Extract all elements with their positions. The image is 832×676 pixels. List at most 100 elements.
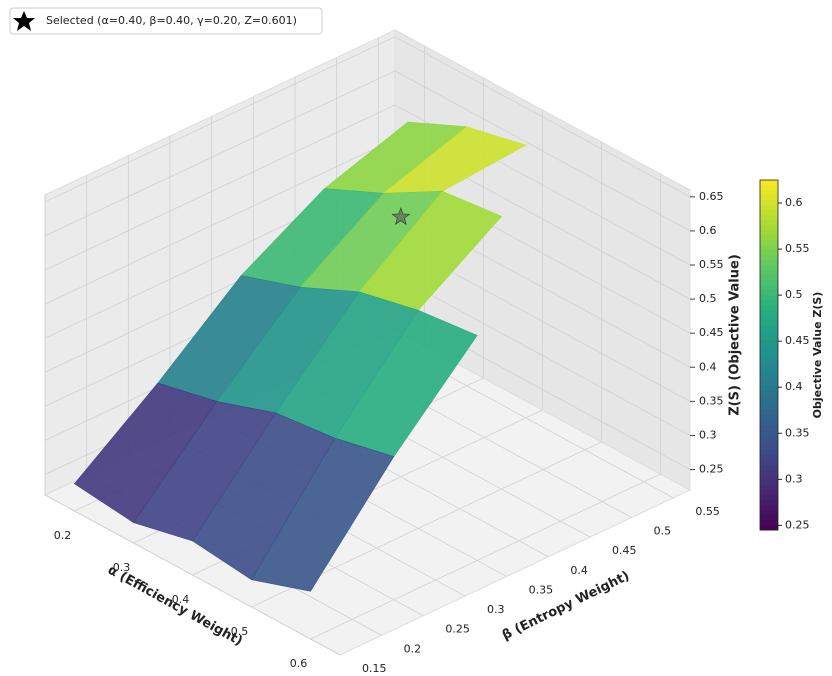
selected-point [391,207,411,225]
x-tick-label: 0.4 [172,593,190,606]
colorbar-segment [760,255,778,261]
colorbar-segment [760,385,778,391]
colorbar-frame [759,179,779,531]
colorbar-segment [760,505,778,511]
y-tick-label: 0.4 [570,564,588,577]
colorbar-segment [760,280,778,286]
z-axis-label: Z(S) (Objective Value) [728,254,743,416]
y-tick-label: 0.55 [695,505,720,518]
colorbar-segment [760,340,778,346]
colorbar-segment [760,410,778,416]
y-tick-label: 0.5 [654,525,672,538]
y-tick-label: 0.35 [529,583,554,596]
colorbar-segment [760,370,778,376]
colorbar-segment [760,480,778,486]
z-tick-label: 0.5 [699,292,717,305]
y-tick-label: 0.2 [404,642,422,655]
grid-line [44,70,396,237]
colorbar-tick-label: 0.6 [785,196,803,209]
colorbar-segment [760,215,778,221]
colorbar-segment [760,270,778,276]
colorbar-segment [760,515,778,521]
colorbar-segment [760,350,778,356]
colorbar-segment [760,355,778,361]
colorbar-segment [760,390,778,396]
colorbar-segment [760,405,778,411]
colorbar-segment [760,360,778,366]
colorbar-segment [760,400,778,406]
colorbar-segment [760,275,778,281]
colorbar-segment [760,300,778,306]
colorbar-segment [760,310,778,316]
colorbar-segment [760,455,778,461]
colorbar-segment [760,430,778,436]
colorbar-segment [760,330,778,336]
colorbar-segment [760,210,778,216]
colorbar-segment [760,235,778,241]
colorbar-segment [760,200,778,206]
colorbar-segment [760,195,778,201]
colorbar-segment [760,445,778,451]
colorbar-segment [760,485,778,491]
z-tick-label: 0.4 [699,360,717,373]
colorbar-segment [760,375,778,381]
colorbar-segment [760,425,778,431]
colorbar-segment [760,245,778,251]
colorbar-segment [760,220,778,226]
x-tick-label: 0.2 [54,529,72,542]
colorbar-segment [760,395,778,401]
y-tick-label: 0.25 [445,623,470,636]
surface-patch [251,437,395,592]
y-tick-label: 0.15 [362,662,387,675]
colorbar-segment [760,435,778,441]
colorbar-tick-label: 0.25 [785,518,810,531]
y-tick-label: 0.3 [487,603,505,616]
z-tick-label: 0.6 [699,224,717,237]
grid-line [44,36,396,203]
colorbar-segment [760,420,778,426]
grid-line [44,494,341,656]
colorbar-label: Objective Value Z(S) [811,292,824,419]
legend-label: Selected (α=0.40, β=0.40, γ=0.20, Z=0.60… [46,14,297,27]
colorbar-segment [760,465,778,471]
x-tick-label: 0.6 [290,657,308,670]
colorbar-segment [760,460,778,466]
colorbar-segment [760,365,778,371]
colorbar-segment [760,470,778,476]
z-tick-label: 0.45 [699,326,724,339]
z-tick-label: 0.55 [699,258,724,271]
colorbar-tick-label: 0.55 [785,242,810,255]
y-axis-label: β (Entropy Weight) [500,569,632,644]
grid-line [44,138,396,305]
colorbar-segment [760,180,778,186]
colorbar-segment [760,185,778,191]
colorbar-segment [760,335,778,341]
y-tick-label: 0.45 [612,544,637,557]
grid-line [44,104,396,271]
colorbar-tick-label: 0.45 [785,334,810,347]
colorbar-segment [760,305,778,311]
colorbar-segment [760,440,778,446]
colorbar-segment [760,295,778,301]
colorbar-segment [760,345,778,351]
colorbar-segment [760,520,778,526]
grid-line [394,70,691,232]
colorbar-segment [760,450,778,456]
colorbar-segment [760,240,778,246]
colorbar-segment [760,510,778,516]
x-tick-label: 0.5 [231,625,249,638]
legend-box [9,7,323,35]
colorbar-segment [760,315,778,321]
colorbar-segment [760,320,778,326]
colorbar-tick-label: 0.3 [785,472,803,485]
colorbar-segment [760,225,778,231]
colorbar-segment [760,325,778,331]
colorbar-segment [760,230,778,236]
colorbar-segment [760,380,778,386]
colorbar-segment [760,250,778,256]
colorbar-segment [760,495,778,501]
colorbar-segment [760,260,778,266]
colorbar-tick-label: 0.35 [785,426,810,439]
colorbar-segment [760,415,778,421]
